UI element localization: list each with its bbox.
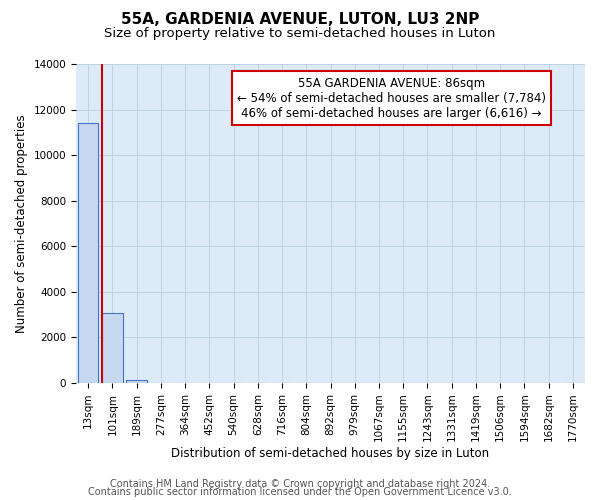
Bar: [127, 380, 147, 383]
Bar: [102, 314, 122, 383]
Y-axis label: Number of semi-detached properties: Number of semi-detached properties: [15, 114, 28, 333]
Text: Size of property relative to semi-detached houses in Luton: Size of property relative to semi-detach…: [104, 28, 496, 40]
Text: Contains HM Land Registry data © Crown copyright and database right 2024.: Contains HM Land Registry data © Crown c…: [110, 479, 490, 489]
Text: 55A, GARDENIA AVENUE, LUTON, LU3 2NP: 55A, GARDENIA AVENUE, LUTON, LU3 2NP: [121, 12, 479, 28]
X-axis label: Distribution of semi-detached houses by size in Luton: Distribution of semi-detached houses by …: [172, 447, 490, 460]
Text: 55A GARDENIA AVENUE: 86sqm
← 54% of semi-detached houses are smaller (7,784)
46%: 55A GARDENIA AVENUE: 86sqm ← 54% of semi…: [237, 77, 546, 120]
Text: Contains public sector information licensed under the Open Government Licence v3: Contains public sector information licen…: [88, 487, 512, 497]
Bar: [78, 123, 98, 383]
